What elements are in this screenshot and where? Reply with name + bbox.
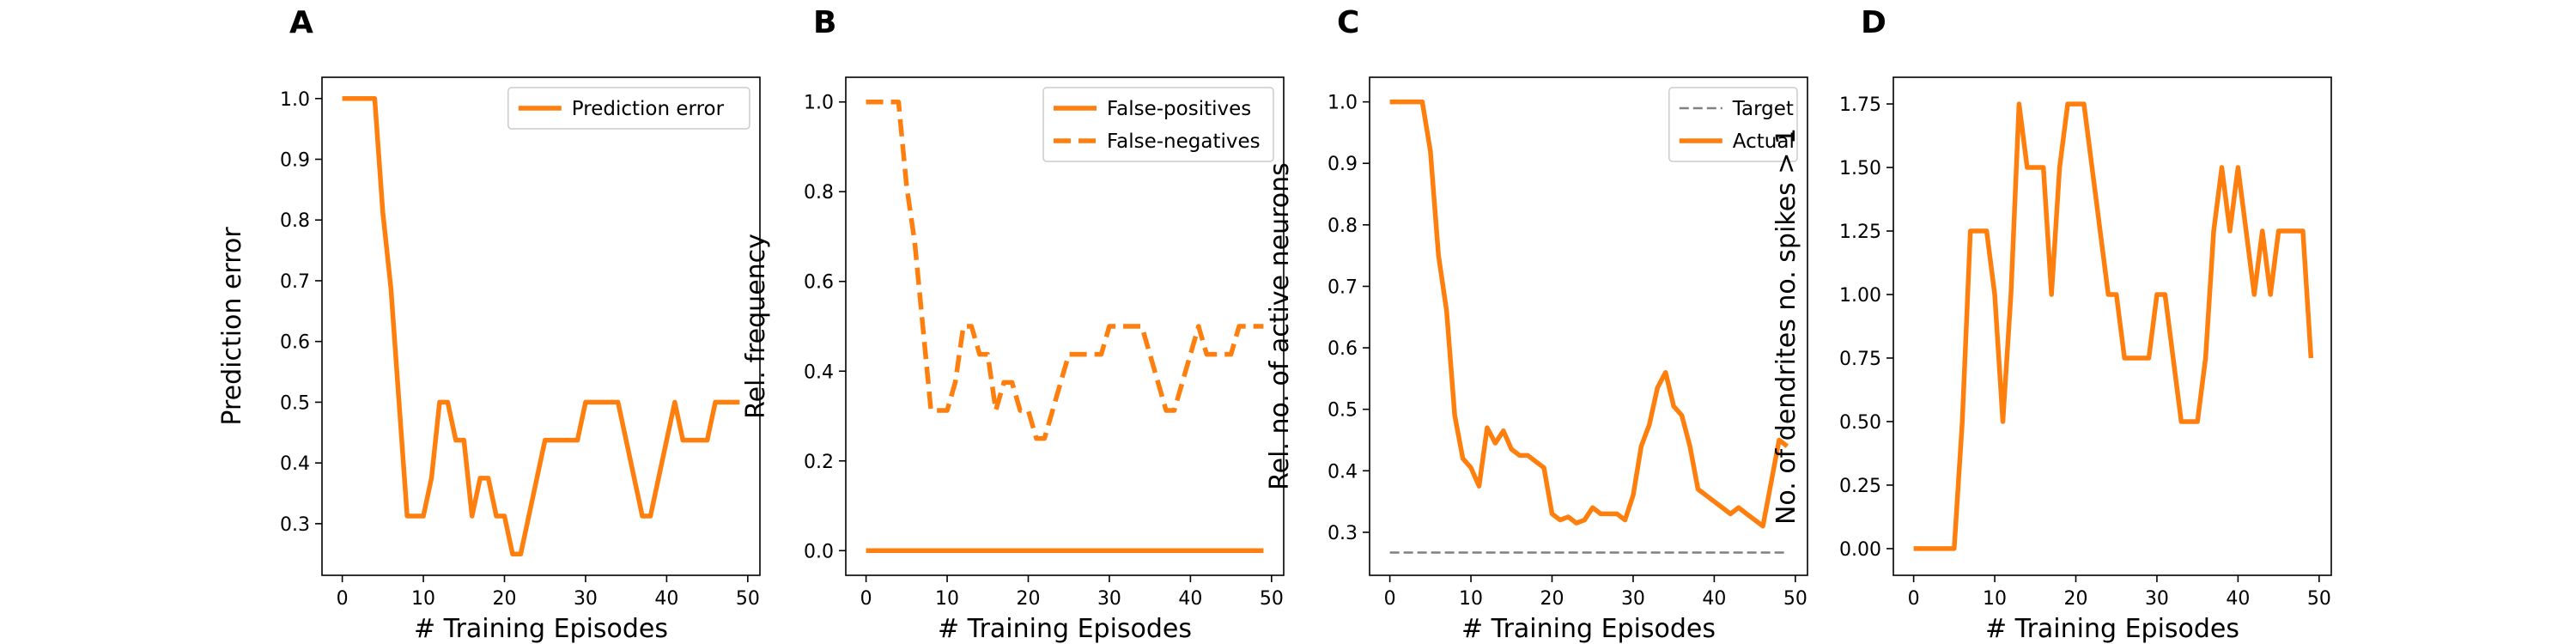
legend-label: Actual bbox=[1733, 131, 1795, 153]
x-axis-label-a: # Training Episodes bbox=[414, 614, 668, 644]
legend-label: False-negatives bbox=[1107, 131, 1261, 153]
y-axis-label-a: Prediction error bbox=[217, 227, 247, 426]
y-tick-label: 0.0 bbox=[804, 541, 834, 562]
x-tick-label: 10 bbox=[1983, 588, 2007, 610]
x-tick-label: 40 bbox=[1702, 588, 1726, 610]
panel-a: A 0 10 20 30 40 50 0.3 0.4 0.5 0.6 0.7 0.8 0.9 1.0 # Tr… bbox=[217, 5, 761, 644]
y-tick-label: 0.4 bbox=[804, 361, 834, 383]
y-tick-label: 0.5 bbox=[1327, 400, 1358, 422]
y-tick-label: 0.7 bbox=[1327, 276, 1358, 298]
y-tick-label: 1.0 bbox=[804, 93, 834, 114]
x-tick-label: 10 bbox=[411, 588, 435, 610]
axes-frame-d bbox=[1893, 76, 2332, 576]
y-tick-label: 1.0 bbox=[1327, 93, 1358, 114]
legend-c: Target Actual bbox=[1668, 87, 1798, 162]
x-tick-label: 40 bbox=[2226, 588, 2250, 610]
x-axis-label-c: # Training Episodes bbox=[1461, 614, 1716, 644]
y-tick-label: 0.3 bbox=[280, 514, 310, 536]
x-tick-label: 0 bbox=[1384, 588, 1396, 610]
x-tick-label: 30 bbox=[1621, 588, 1645, 610]
x-tick-label: 0 bbox=[860, 588, 872, 610]
axes-frame-a bbox=[321, 76, 761, 576]
y-axis-label-b: Rel. frequency bbox=[741, 234, 771, 419]
x-tick-label: 20 bbox=[1017, 588, 1041, 610]
x-tick-label: 0 bbox=[1908, 588, 1920, 610]
y-axis-label-c: Rel. no. of active neurons bbox=[1265, 162, 1295, 490]
y-tick-label: 0.8 bbox=[280, 210, 310, 232]
panel-d: D 0 10 20 30 40 50 0.00 0.25 0.50 0.75 1.00 1.25 1.50… bbox=[1771, 5, 2332, 644]
y-tick-label: 1.25 bbox=[1839, 222, 1881, 243]
legend-box bbox=[1042, 87, 1274, 162]
panel-b: B 0 10 20 30 40 50 0.0 0.2 0.4 0.6 0.8 1.0 # Training… bbox=[741, 5, 1285, 644]
panel-c: C 0 10 20 30 40 50 0.3 0.4 0.5 0.6 0.7 0.8 0.9 1.0 # Tr… bbox=[1265, 5, 1808, 644]
legend-box bbox=[507, 87, 750, 130]
x-tick-label: 20 bbox=[493, 588, 517, 610]
y-tick-label: 0.8 bbox=[804, 182, 834, 204]
y-tick-label: 0.4 bbox=[280, 453, 310, 475]
y-tick-label: 1.75 bbox=[1839, 94, 1881, 116]
x-tick-label: 30 bbox=[2145, 588, 2169, 610]
series-line-b-false-negatives bbox=[866, 99, 1264, 441]
y-tick-label: 1.00 bbox=[1839, 285, 1881, 307]
y-tick-label: 0.25 bbox=[1839, 476, 1881, 497]
x-tick-label: 10 bbox=[935, 588, 959, 610]
x-tick-label: 50 bbox=[1260, 588, 1284, 610]
x-tick-label: 50 bbox=[1783, 588, 1807, 610]
series-line-d-0 bbox=[1913, 101, 2314, 551]
x-tick-label: 0 bbox=[337, 588, 349, 610]
x-axis-label-b: # Training Episodes bbox=[938, 614, 1192, 644]
y-tick-label: 0.6 bbox=[280, 332, 310, 354]
panel-label-c: C bbox=[1337, 5, 1359, 40]
series-line-a-prediction-error bbox=[342, 96, 740, 556]
series-line-c-actual bbox=[1389, 99, 1789, 529]
x-tick-label: 20 bbox=[1540, 588, 1564, 610]
x-tick-label: 50 bbox=[736, 588, 760, 610]
x-tick-label: 30 bbox=[574, 588, 598, 610]
legend-label: Prediction error bbox=[572, 98, 725, 120]
x-tick-label: 30 bbox=[1097, 588, 1121, 610]
y-tick-label: 0.8 bbox=[1327, 216, 1358, 237]
x-tick-label: 40 bbox=[1178, 588, 1202, 610]
axes-frame-b bbox=[845, 76, 1285, 576]
legend-b: False-positives False-negatives bbox=[1042, 87, 1274, 162]
x-tick-label: 20 bbox=[2064, 588, 2088, 610]
legend-a: Prediction error bbox=[507, 87, 750, 130]
y-tick-label: 0.6 bbox=[1327, 338, 1358, 360]
y-tick-label: 1.50 bbox=[1839, 158, 1881, 179]
x-tick-label: 50 bbox=[2307, 588, 2331, 610]
y-tick-label: 0.9 bbox=[1327, 154, 1358, 175]
x-axis-label-d: # Training Episodes bbox=[1985, 614, 2239, 644]
y-tick-label: 0.3 bbox=[1327, 523, 1358, 544]
panel-label-b: B bbox=[813, 5, 836, 40]
y-tick-label: 0.4 bbox=[1327, 461, 1358, 483]
x-tick-label: 10 bbox=[1459, 588, 1483, 610]
x-tick-label: 40 bbox=[654, 588, 678, 610]
y-tick-label: 0.75 bbox=[1839, 349, 1881, 370]
y-tick-label: 0.00 bbox=[1839, 539, 1881, 561]
legend-label: False-positives bbox=[1107, 98, 1251, 120]
panel-label-d: D bbox=[1861, 5, 1886, 40]
y-tick-label: 1.0 bbox=[280, 89, 310, 111]
y-tick-label: 0.5 bbox=[280, 392, 310, 414]
y-tick-label: 0.9 bbox=[280, 149, 310, 171]
y-tick-label: 0.50 bbox=[1839, 412, 1881, 434]
panel-label-a: A bbox=[289, 5, 313, 40]
y-tick-label: 0.2 bbox=[804, 452, 834, 473]
y-tick-label: 0.7 bbox=[280, 271, 310, 293]
legend-label: Target bbox=[1732, 98, 1794, 120]
y-tick-label: 0.6 bbox=[804, 272, 834, 294]
y-axis-label-d: No. of dendrites no. spikes > 1 bbox=[1771, 128, 1801, 525]
axes-frame-c bbox=[1369, 76, 1808, 576]
